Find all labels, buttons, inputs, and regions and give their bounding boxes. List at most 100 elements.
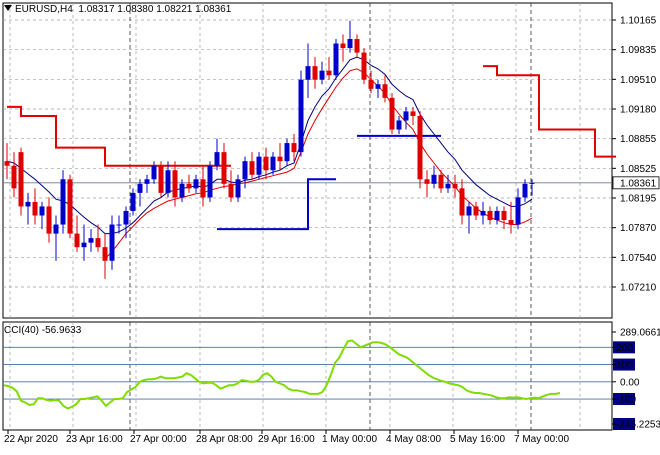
candle [277, 143, 283, 171]
candle-body [116, 224, 122, 226]
candle-body [438, 174, 444, 189]
candle [228, 170, 234, 202]
candle [95, 224, 101, 252]
candle [165, 161, 171, 198]
candle [81, 224, 87, 261]
candle [438, 170, 444, 193]
candle-body [123, 210, 129, 225]
symbol-label: EURUSD,H4 [15, 4, 73, 15]
candle-body [158, 165, 164, 193]
x-tick-label: 23 Apr 16:00 [66, 434, 123, 445]
candle-body [466, 206, 472, 216]
candle [207, 161, 213, 202]
candle [74, 215, 80, 252]
candle-body [256, 156, 262, 175]
candle [123, 206, 129, 239]
candle-body [291, 143, 297, 153]
candle-body [340, 43, 346, 49]
candle-body [137, 183, 143, 193]
candle [263, 147, 269, 180]
current-price-label: 1.08361 [620, 178, 657, 189]
x-tick-label: 29 Apr 16:00 [258, 434, 315, 445]
candle [39, 201, 45, 230]
cci-level-label: -100 [616, 395, 636, 406]
candle-body [417, 115, 423, 180]
envelope-lower-line [217, 134, 441, 231]
candle-body [515, 197, 521, 225]
candle [102, 233, 108, 279]
candle [403, 106, 409, 130]
candle [291, 134, 297, 162]
candle-body [235, 179, 241, 198]
candle [417, 111, 423, 189]
candle-body [200, 179, 206, 198]
candle [312, 57, 318, 89]
candle [67, 174, 73, 239]
candle-body [452, 183, 458, 189]
candle-body [487, 210, 493, 221]
candle [522, 179, 528, 202]
candle [501, 206, 507, 230]
candle [46, 197, 52, 243]
cci-level-box [613, 358, 635, 371]
candle-body [81, 242, 87, 248]
candle-body [249, 161, 255, 175]
candle-body [109, 224, 115, 261]
candle [109, 215, 115, 270]
y-tick-label: 1.10165 [620, 16, 657, 27]
candle-body [60, 179, 66, 225]
candle-body [347, 39, 353, 49]
y-tick-label: 1.09510 [620, 75, 657, 86]
candle [298, 70, 304, 157]
candle-body [424, 179, 430, 184]
candle-body [473, 206, 479, 216]
candle-body [361, 52, 367, 80]
candle-body [389, 97, 395, 130]
candle [186, 174, 192, 193]
candle-body [305, 66, 311, 80]
candle [354, 34, 360, 58]
candle [494, 206, 500, 225]
candle [368, 70, 374, 94]
candle [25, 192, 31, 225]
candle-body [74, 233, 80, 248]
candle-body [46, 206, 52, 234]
candle-body [501, 210, 507, 221]
cci-tick-label: 0.00 [620, 377, 640, 388]
candle-body [25, 201, 31, 207]
candle [214, 138, 220, 171]
candle [270, 152, 276, 175]
candle-body [319, 70, 325, 80]
candle-body [312, 66, 318, 80]
y-tick-label: 1.08195 [620, 194, 657, 205]
candle-body [508, 220, 514, 225]
envelope-upper-line [7, 65, 616, 167]
candle-body [277, 156, 283, 162]
candle [529, 179, 535, 196]
x-tick-label: 27 Apr 00:00 [130, 434, 187, 445]
candle-body [32, 201, 38, 216]
candle-body [186, 183, 192, 189]
candle-body [494, 210, 500, 221]
y-tick-label: 1.08855 [620, 134, 657, 145]
x-tick-label: 4 May 08:00 [386, 434, 441, 445]
candle-body [263, 156, 269, 171]
candle [431, 165, 437, 189]
cci-min-box [613, 418, 635, 430]
candle [200, 165, 206, 207]
candle [382, 75, 388, 103]
candle [389, 93, 395, 135]
candle-body [522, 183, 528, 198]
candle-body [102, 247, 108, 261]
candle [179, 179, 185, 202]
triangle-down-icon [4, 5, 12, 11]
candle-body [214, 152, 220, 166]
cci-level-label: 200 [616, 343, 633, 354]
candle [340, 34, 346, 62]
candle [4, 143, 10, 180]
candle-body [165, 170, 171, 193]
x-tick-label: 5 May 16:00 [450, 434, 505, 445]
candle [11, 152, 17, 198]
